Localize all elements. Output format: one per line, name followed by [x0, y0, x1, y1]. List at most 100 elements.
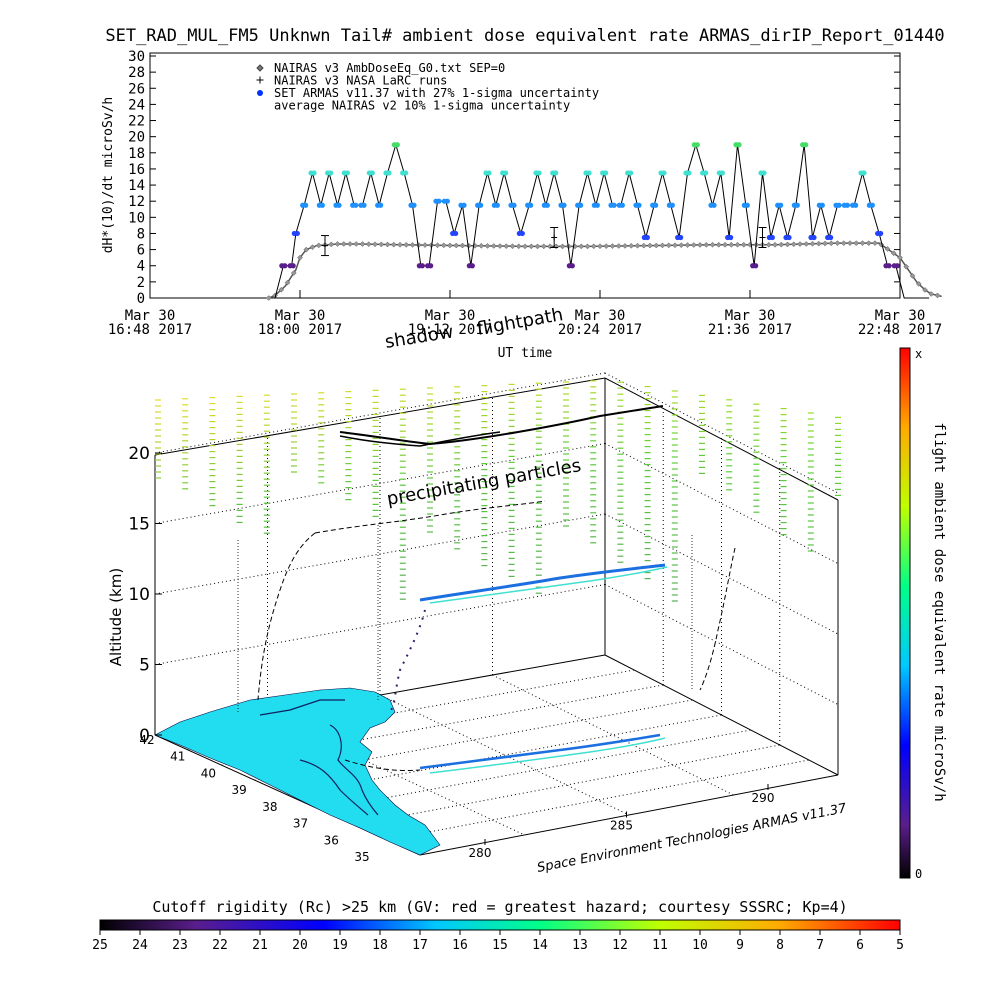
nairas-v3-point — [497, 243, 503, 249]
flight-track — [237, 405, 736, 774]
nairas-v3-point — [765, 241, 772, 248]
shadow-track — [419, 733, 661, 770]
nairas-v3-point — [803, 241, 810, 247]
armas-point — [786, 234, 792, 241]
armas-point — [711, 202, 717, 208]
armas-line — [274, 142, 930, 299]
armas-point — [311, 170, 317, 176]
lat-tick-label: 39 — [232, 783, 247, 797]
cutoff-tick-label: 11 — [652, 938, 668, 953]
armas-point — [819, 202, 825, 208]
nairas-v3-point — [628, 242, 635, 249]
flightpath-line — [339, 405, 664, 446]
y-tick-label: 10 — [128, 210, 145, 226]
armas-point — [344, 170, 350, 176]
nairas-v3-point — [797, 241, 803, 247]
nairas-v3-point — [790, 241, 797, 248]
nairas-v3-point — [484, 243, 491, 249]
cutoff-tick-label: 10 — [692, 938, 708, 953]
dose-rate-colorbar: x 0 flight ambient dose equivalent rate … — [899, 347, 947, 881]
floor-grid-line — [221, 684, 664, 766]
legend-entry: NAIRAS v3 NASA LaRC runs — [274, 74, 447, 88]
armas-point — [294, 230, 300, 237]
armas-point — [319, 202, 325, 208]
nairas-v3-point — [540, 243, 547, 250]
nairas-v3-point — [847, 240, 853, 247]
altitude-axis: 0 5 10 15 20 — [128, 444, 162, 746]
altitude-axis-label: Altitude (km) — [107, 568, 125, 666]
floor-grid-line — [320, 729, 751, 811]
armas-point — [636, 202, 642, 208]
grid-line — [604, 443, 839, 564]
y-tick-label: 0 — [137, 291, 145, 307]
armas-point — [486, 170, 492, 176]
lat-tick-label: 36 — [324, 833, 339, 847]
nairas-v3-point — [534, 243, 541, 250]
armas-point — [282, 263, 288, 269]
legend-dot-icon — [257, 90, 263, 96]
coastline-bay — [329, 724, 379, 816]
nairas-v3-point — [834, 240, 841, 247]
nairas-v3-point — [328, 241, 335, 248]
armas-point — [436, 198, 442, 204]
cutoff-rigidity-colorbar: Cutoff rigidity (Rc) >25 km (GV: red = g… — [92, 898, 904, 953]
y-tick-label: 18 — [128, 146, 145, 162]
cutoff-rigidity-ticks: 25 24 23 22 21 20 19 18 17 16 15 14 13 12 11 10 9 8 7 6 5 — [92, 930, 904, 953]
nairas-v3-point — [597, 243, 603, 250]
nairas-v3-point — [897, 254, 903, 261]
legend-entry: SET ARMAS v11.37 with 27% 1-sigma uncert… — [274, 86, 599, 100]
nairas-v3-point — [665, 242, 672, 249]
armas-point — [769, 234, 775, 241]
nairas-v3-point — [922, 287, 928, 293]
credit-text: Space Environment Technologies ARMAS v11… — [536, 801, 849, 876]
top-series-group — [265, 142, 942, 301]
armas-point — [478, 202, 484, 208]
armas-point — [361, 202, 367, 208]
nairas-v3-point — [409, 242, 416, 248]
grid-line — [154, 372, 606, 454]
nairas-v3-point — [347, 241, 353, 247]
x-tick-time: 22:48 2017 — [858, 322, 942, 338]
nairas-v3-point — [690, 242, 697, 248]
armas-point — [811, 234, 817, 241]
nairas-v3-point — [515, 243, 522, 250]
cutoff-tick-label: 18 — [372, 938, 388, 953]
y-tick-label: 20 — [128, 130, 145, 146]
nairas-v3-point — [490, 243, 497, 249]
armas-point — [544, 202, 550, 208]
nairas-v3-point — [315, 242, 322, 249]
legend-entry: average NAIRAS v2 10% 1-sigma uncertaint… — [274, 99, 570, 113]
armas-point — [619, 202, 625, 208]
nairas-v3-point — [872, 240, 878, 247]
nairas-v3-point — [353, 241, 360, 247]
cutoff-tick-label: 22 — [212, 938, 228, 953]
larc-point — [551, 234, 558, 241]
annotation-shadow: shadow — [383, 321, 454, 353]
flightpath-loop — [339, 431, 501, 447]
cutoff-rigidity-label: Cutoff rigidity (Rc) >25 km (GV: red = g… — [152, 898, 847, 916]
armas-point — [686, 170, 692, 176]
armas-point — [778, 202, 784, 208]
armas-point — [761, 170, 767, 176]
nairas-v3-point — [365, 241, 372, 248]
floor-grid-line — [287, 714, 722, 796]
armas-point — [578, 202, 584, 208]
y-tick-label: 12 — [128, 194, 145, 210]
armas-point — [803, 142, 809, 148]
nairas-v3-point — [359, 241, 366, 247]
armas-point — [603, 170, 609, 176]
nairas-v3-point — [859, 240, 866, 247]
armas-point — [886, 263, 892, 269]
nairas-v3-point — [828, 240, 835, 247]
x-tick-time: 20:24 2017 — [558, 322, 642, 338]
nairas-v3-point — [772, 241, 778, 248]
z-tick-label: 15 — [128, 515, 150, 535]
nairas-v3-point — [578, 243, 585, 250]
armas-point — [869, 202, 875, 208]
x-tick-time: 18:00 2017 — [258, 322, 342, 338]
nairas-v3-point — [309, 244, 316, 251]
nairas-v3-point — [634, 242, 641, 249]
nairas-v3-point — [672, 242, 678, 249]
armas-point — [444, 198, 450, 204]
armas-point — [594, 202, 600, 208]
